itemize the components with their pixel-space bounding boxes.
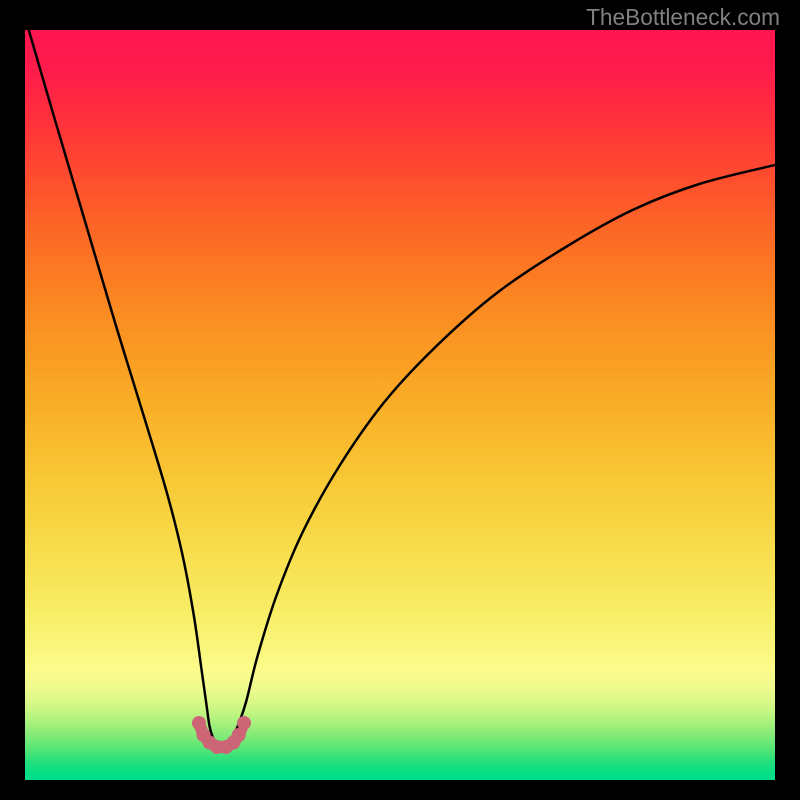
watermark-text: TheBottleneck.com <box>586 4 780 31</box>
chart-background <box>25 30 775 780</box>
bottleneck-point <box>192 716 206 730</box>
bottleneck-point <box>237 716 251 730</box>
bottleneck-point <box>232 728 246 742</box>
chart-plot-area <box>25 30 775 780</box>
